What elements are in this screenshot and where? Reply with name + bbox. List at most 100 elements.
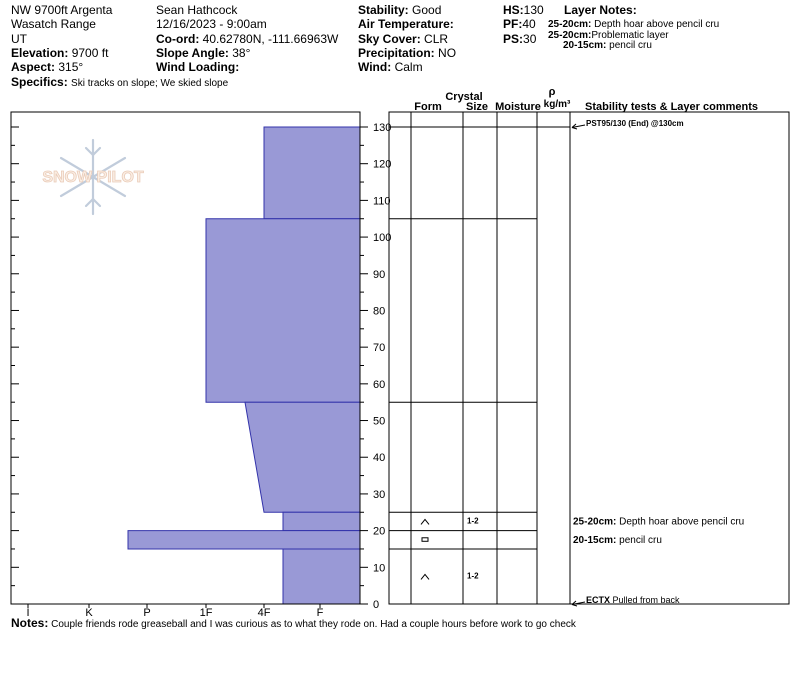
specifics-value: Ski tracks on slope; We skied slope	[71, 78, 229, 89]
hardness-tick-label: 1F	[200, 607, 213, 619]
density-rho-header: ρ	[549, 86, 556, 98]
sky-cover-value: CLR	[424, 32, 449, 46]
layer-note-text: pencil cru	[609, 40, 652, 51]
test-arrow-line	[571, 601, 586, 605]
precipitation-label: Precipitation:	[358, 46, 435, 60]
pf-row: PF:40	[503, 17, 536, 31]
stability-test-text: PST95/130 (End) @130cm	[586, 119, 684, 128]
layer-comment-text: 25-20cm: Depth hoar above pencil cru	[573, 516, 744, 527]
hs-value: 130	[523, 3, 544, 17]
air-temperature-row: Air Temperature:	[358, 17, 454, 31]
elevation-label: Elevation:	[11, 46, 69, 60]
sky-cover-label: Sky Cover:	[358, 32, 421, 46]
depth-tick-label: 110	[373, 195, 391, 207]
specifics-label: Specifics:	[11, 75, 68, 89]
depth-axis: 0 10 20 30 40 50 60 70 80 90 100 110 120 130	[11, 122, 391, 611]
precipitation-value: NO	[438, 46, 457, 60]
snowflake-icon	[59, 138, 127, 216]
layer-note-3: 20-15cm: pencil cru	[563, 40, 652, 51]
size-header: Size	[466, 101, 488, 113]
stability-value: Good	[412, 3, 442, 17]
logo-text: SNOW PILOT	[42, 169, 144, 186]
layer-note-2: 25-20cm:Problematic layer	[548, 30, 669, 41]
layer-notes-title: Layer Notes:	[564, 3, 637, 17]
slope-angle-value: 38°	[232, 46, 251, 60]
hardness-layer-polygon	[205, 218, 361, 403]
coordinates-value: 40.62780N, -111.66963W	[202, 32, 339, 46]
layer-note-text: Depth hoar above pencil cru	[594, 19, 720, 30]
crystal-header: Crystal	[445, 91, 482, 103]
aspect-value: 315°	[58, 60, 84, 74]
air-temperature-label: Air Temperature:	[358, 17, 454, 31]
hardness-layer-polygon	[127, 530, 361, 550]
depth-tick-label: 20	[373, 526, 385, 538]
stability-row: Stability: Good	[358, 3, 441, 17]
hardness-tick-label: F	[317, 607, 324, 619]
depth-tick-label: 50	[373, 416, 385, 428]
hardness-layer-polygon	[263, 126, 361, 220]
layer-table: Crystal Form Size Moisture ρ kg/m³ Stabi…	[388, 86, 790, 607]
test-arrowhead	[571, 600, 578, 607]
hardness-profile	[127, 126, 361, 605]
hardness-layer-polygon	[282, 548, 361, 605]
elevation-value: 9700 ft	[71, 46, 109, 60]
grain-size-value: 1-2	[467, 516, 479, 525]
depth-tick-label: 30	[373, 489, 385, 501]
notes-text: Couple friends rode greaseball and I was…	[51, 619, 576, 630]
hardness-layer-polygon	[244, 401, 361, 513]
notes-label: Notes:	[11, 616, 49, 630]
form-header: Form	[414, 101, 442, 113]
hardness-axis: I K P 1F 4F F	[26, 604, 324, 619]
aspect-label: Aspect:	[11, 60, 56, 74]
wind-loading-label: Wind Loading:	[156, 60, 240, 74]
sky-cover-row: Sky Cover: CLR	[358, 32, 448, 46]
hardness-tick-label: P	[143, 607, 150, 619]
stability-label: Stability:	[358, 3, 409, 17]
coordinates-row: Co-ord: 40.62780N, -111.66963W	[156, 32, 338, 46]
mountain-range: Wasatch Range	[11, 17, 96, 31]
layer-note-range: 25-20cm:	[548, 19, 592, 30]
hardness-tick-label: I	[26, 607, 29, 619]
depth-hoar-icon	[420, 518, 430, 525]
hs-label: HS:	[503, 3, 524, 17]
observation-datetime: 12/16/2023 - 9:00am	[156, 17, 267, 31]
depth-tick-label: 100	[373, 232, 391, 244]
pf-label: PF:	[503, 17, 523, 31]
slope-angle-row: Slope Angle: 38°	[156, 46, 250, 60]
ps-row: PS:30	[503, 32, 536, 46]
snowpilot-logo: SNOW PILOT	[42, 138, 144, 216]
notes-row: Notes: Couple friends rode greaseball an…	[11, 616, 576, 630]
ps-label: PS:	[503, 32, 524, 46]
hardness-tick-label: 4F	[258, 607, 271, 619]
table-frame	[388, 111, 790, 605]
location-name: NW 9700ft Argenta	[11, 3, 113, 17]
hardness-layer-polygon	[282, 511, 361, 532]
stability-test-text: ECTX Pulled from back	[586, 595, 680, 605]
depth-tick-label: 60	[373, 379, 385, 391]
pf-value: 40	[522, 17, 536, 31]
hardness-tick-label: K	[85, 607, 93, 619]
wind-row: Wind: Calm	[358, 60, 423, 74]
specifics-row: Specifics: Ski tracks on slope; We skied…	[11, 75, 228, 89]
test-arrow-line	[571, 124, 586, 128]
depth-hoar-icon	[420, 573, 430, 580]
wind-value: Calm	[394, 60, 423, 74]
layer-comment-text: 20-15cm: pencil cru	[573, 535, 662, 546]
grain-size-value: 1-2	[467, 571, 479, 580]
coordinates-label: Co-ord:	[156, 32, 200, 46]
hardness-chart-frame	[10, 111, 361, 605]
layer-note-text: Problematic layer	[591, 30, 669, 41]
melt-freeze-crust-icon	[421, 537, 429, 542]
depth-tick-label: 120	[373, 159, 391, 171]
depth-tick-label: 40	[373, 452, 385, 464]
layer-note-range: 25-20cm:	[548, 30, 592, 41]
depth-tick-label: 130	[373, 122, 391, 134]
elevation-row: Elevation: 9700 ft	[11, 46, 108, 60]
depth-tick-label: 80	[373, 305, 385, 317]
depth-tick-label: 10	[373, 562, 385, 574]
density-unit-header: kg/m³	[544, 99, 571, 110]
slope-angle-label: Slope Angle:	[156, 46, 229, 60]
hs-row: HS:130	[503, 3, 544, 17]
wind-label: Wind:	[358, 60, 392, 74]
